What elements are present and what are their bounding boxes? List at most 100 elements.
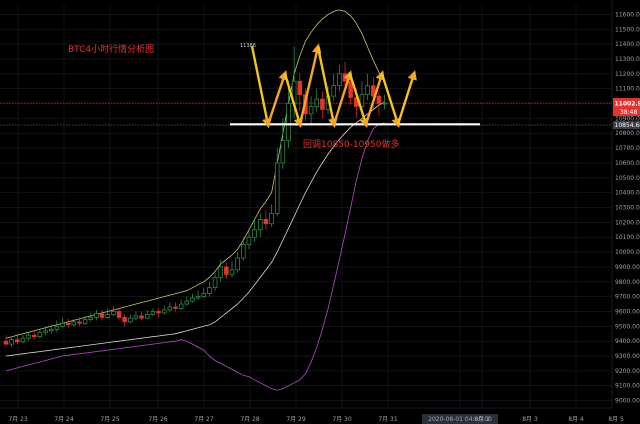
x-tick-label: 7月 26: [148, 416, 168, 423]
zigzag-arrow: [250, 45, 272, 129]
crosshair-time-label: 2020-08-01 04:00:00: [428, 416, 492, 423]
candle-body: [201, 293, 207, 297]
candle-body: [156, 311, 161, 314]
candle-body: [331, 85, 336, 97]
crosshair-time-badge: [422, 414, 498, 424]
last-price-badge: [613, 98, 640, 109]
candle-body: [133, 315, 139, 319]
zigzag-arrow: [348, 73, 369, 128]
candle-body: [116, 311, 122, 318]
projection-arrow: [380, 73, 401, 128]
candle-body: [371, 85, 376, 97]
projection-arrow: [396, 70, 417, 125]
candle-body: [190, 297, 195, 302]
countdown-text: 38:48: [620, 109, 637, 116]
y-tick-label: 10700.00: [615, 145, 640, 152]
x-tick-label: 7月 24: [54, 416, 74, 423]
candle-body: [173, 306, 178, 309]
x-tick-label: 8月 4: [568, 416, 584, 423]
zigzag-arrow: [298, 43, 322, 125]
candle-body: [48, 328, 54, 332]
y-tick-label: 10000.00: [615, 249, 640, 256]
y-tick-label: 9200.00: [615, 368, 640, 375]
candle-body: [161, 309, 167, 314]
y-tick-label: 9700.00: [615, 294, 640, 301]
y-tick-label: 10300.00: [615, 204, 640, 211]
x-tick-label: 8月 3: [522, 416, 538, 423]
x-tick-label: 7月 25: [100, 416, 120, 423]
overlays: [0, 43, 612, 129]
candle-body: [3, 340, 9, 345]
candle-body: [9, 339, 14, 345]
y-tick-label: 11300.00: [615, 56, 640, 63]
y-tick-label: 9300.00: [615, 353, 640, 360]
y-tick-label: 9800.00: [615, 279, 640, 286]
candle-body: [31, 334, 37, 338]
candle-body: [207, 287, 212, 294]
candle-body: [286, 103, 291, 141]
y-tick-label: 10600.00: [615, 160, 640, 167]
zigzag-arrow: [266, 70, 288, 125]
x-tick-label: 8月 5: [608, 416, 624, 423]
candle-body: [229, 269, 235, 275]
time-axis-bg: [0, 408, 640, 424]
zigzag-arrow: [332, 70, 353, 125]
last-price-text: 11002.96: [615, 100, 640, 107]
y-tick-label: 11600.00: [615, 11, 640, 18]
candle-body: [37, 331, 43, 338]
x-tick-label: 7月 29: [286, 416, 306, 423]
price-axis: 11600.00 11500.00 11400.00 11300.00 11200.00…: [611, 0, 640, 424]
candle-body: [43, 330, 48, 333]
candle-body: [15, 339, 20, 343]
price-axis-bg: [612, 0, 640, 424]
candle-body: [139, 315, 144, 319]
high-price-label: 11386: [240, 43, 256, 49]
candle-body: [252, 229, 257, 238]
candle-body: [26, 334, 31, 339]
candle-body: [167, 306, 173, 311]
candle-body: [241, 244, 246, 259]
y-tick-label: 9000.00: [615, 398, 640, 405]
x-tick-label: 7月 30: [332, 416, 352, 423]
bollinger-bands: [5, 9, 385, 391]
y-tick-label: 10900.00: [615, 115, 640, 122]
y-tick-label: 11100.00: [615, 86, 640, 93]
candle-body: [297, 80, 303, 95]
candle-body: [77, 321, 82, 324]
upper-band-line: [5, 9, 385, 339]
candle-body: [280, 140, 286, 164]
candle-body: [60, 322, 65, 327]
candle-body: [308, 106, 314, 115]
y-tick-label: 9400.00: [615, 338, 640, 345]
candle-body: [111, 311, 116, 315]
candle-body: [65, 322, 71, 326]
y-tick-label: 10200.00: [615, 219, 640, 226]
candle-body: [128, 317, 133, 323]
y-tick-label: 9900.00: [615, 264, 640, 271]
support-text: 10854.68: [615, 122, 640, 129]
candle-body: [274, 162, 280, 214]
y-tick-label: 10500.00: [615, 175, 640, 182]
candle-body: [342, 73, 348, 82]
candle-body: [365, 85, 370, 95]
candle-body: [195, 296, 201, 299]
y-tick-label: 9500.00: [615, 323, 640, 330]
candle-body: [150, 311, 156, 315]
candle-body: [235, 257, 240, 271]
candle-body: [20, 337, 26, 343]
candle-body: [348, 80, 353, 98]
candle-body: [359, 94, 365, 107]
candle-body: [94, 313, 99, 318]
candle-body: [258, 219, 263, 231]
y-tick-label: 11400.00: [615, 41, 640, 48]
candle-body: [320, 98, 325, 110]
annotation-label: 回调10850-10950做多: [303, 138, 400, 150]
time-axis: 7月 23 7月 24 7月 25 7月 26 7月 27 7月 28 7月 29 7月 30…: [0, 407, 640, 424]
x-tick-label: 7月 27: [194, 416, 214, 423]
mid-band-line: [5, 101, 385, 357]
lower-band-line: [5, 122, 385, 391]
y-tick-label: 9600.00: [615, 308, 640, 315]
candle-body: [224, 266, 229, 275]
